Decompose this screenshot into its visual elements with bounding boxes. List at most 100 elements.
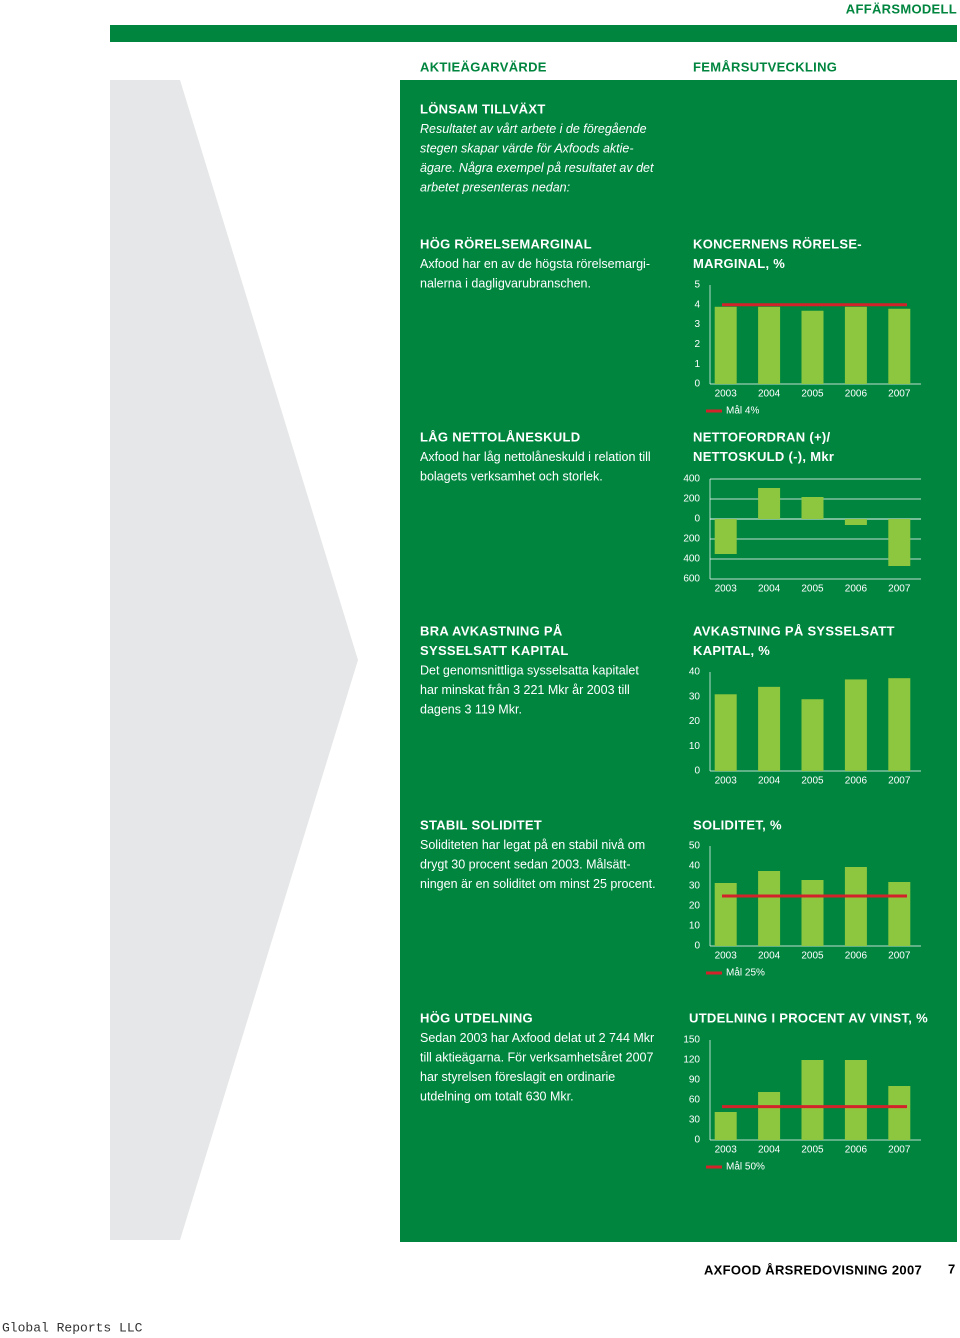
publication: AXFOOD ÅRSREDOVISNING 2007 [704,1262,922,1277]
x-tick-label: 2005 [801,584,824,595]
section-title: SYSSELSATT KAPITAL [420,643,569,658]
section-text: utdelning om totalt 630 Mkr. [420,1089,574,1103]
y-tick-label: 30 [689,691,701,702]
bar [888,678,911,771]
y-tick-label: 1 [694,359,700,370]
bar [888,882,911,946]
section-text: Resultatet av vårt arbete i de föregåend… [420,122,647,136]
legend-label: Mål 4% [726,405,759,417]
section-text: Sedan 2003 har Axfood delat ut 2 744 Mkr [420,1031,654,1045]
bar [844,519,867,525]
y-tick-label: 0 [694,514,700,525]
section-text: bolagets verksamhet och storlek. [420,469,603,483]
bar [801,699,824,771]
chart-title: KONCERNENS RÖRELSE- [693,236,862,251]
section-text: stegen skapar värde för Axfoods aktie- [420,141,634,155]
bar [714,694,737,771]
y-tick-label: 200 [683,534,700,545]
chart-title: NETTOFORDRAN (+)/ [693,429,830,444]
x-tick-label: 2003 [715,1145,738,1156]
section-text: dagens 3 119 Mkr. [420,702,522,716]
x-tick-label: 2007 [888,584,911,595]
x-tick-label: 2005 [801,1145,824,1156]
bar [844,306,867,384]
x-tick-label: 2006 [845,389,868,400]
right-heading: FEMÅRSUTVECKLING [693,59,837,74]
section-text: har styrelsen föreslagit en ordinarie [420,1070,615,1084]
bar [758,686,781,771]
section-title: HÖG UTDELNING [420,1010,533,1025]
bar [844,1060,867,1140]
bar [714,1112,737,1140]
x-tick-label: 2003 [715,389,738,400]
x-tick-label: 2007 [888,1145,911,1156]
bar [844,867,867,946]
bar [888,1086,911,1140]
y-tick-label: 30 [689,1115,701,1126]
section-text: Det genomsnittliga sysselsatta kapitalet [420,663,639,677]
section-text: ningen är en soliditet om minst 25 proce… [420,877,656,891]
green-panel [400,80,957,1242]
header-bar [110,25,957,42]
section-label: AFFÄRSMODELL [846,1,957,16]
x-tick-label: 2006 [845,1145,868,1156]
chart-title: MARGINAL, % [693,256,785,271]
y-tick-label: 0 [694,1135,700,1146]
section-text: har minskat från 3 221 Mkr år 2003 till [420,683,630,697]
bar [714,883,737,946]
x-tick-label: 2004 [758,951,781,962]
y-tick-label: 40 [689,861,701,872]
bar [801,497,824,519]
section-text: arbetet presenteras nedan: [420,180,570,194]
page-number: 7 [948,1261,956,1276]
legend-label: Mål 25% [726,967,765,979]
section-title: LÅG NETTOLÅNESKULD [420,429,580,444]
x-tick-label: 2006 [845,951,868,962]
section-title: BRA AVKASTNING PÅ [420,623,563,638]
y-tick-label: 0 [694,379,700,390]
left-heading: AKTIEÄGARVÄRDE [420,59,547,74]
x-tick-label: 2005 [801,389,824,400]
bar [888,519,911,566]
section-text: till aktieägarna. För verksamhetsåret 20… [420,1050,653,1064]
y-tick-label: 120 [683,1055,700,1066]
y-tick-label: 10 [689,921,701,932]
section-title: LÖNSAM TILLVÄXT [420,101,546,116]
x-tick-label: 2004 [758,1145,781,1156]
x-tick-label: 2003 [715,584,738,595]
bar [801,310,824,384]
section-text: Soliditeten har legat på en stabil nivå … [420,838,645,852]
x-tick-label: 2005 [801,776,824,787]
y-tick-label: 30 [689,881,701,892]
y-tick-label: 40 [689,667,701,678]
y-tick-label: 90 [689,1075,701,1086]
y-tick-label: 20 [689,901,701,912]
bar [714,306,737,384]
section-text: drygt 30 procent sedan 2003. Målsätt- [420,857,631,871]
x-tick-label: 2007 [888,776,911,787]
bar [888,308,911,384]
x-tick-label: 2004 [758,584,781,595]
chevron [110,80,358,1240]
bar [758,488,781,519]
x-tick-label: 2004 [758,776,781,787]
y-tick-label: 2 [694,339,700,350]
y-tick-label: 3 [694,319,700,330]
bar [801,880,824,946]
chart-title: NETTOSKULD (-), Mkr [693,449,834,464]
chart-title: KAPITAL, % [693,643,770,658]
y-tick-label: 5 [694,280,700,291]
chart-title: SOLIDITET, % [693,817,782,832]
x-tick-label: 2003 [715,951,738,962]
section-text: Axfood har låg nettolåneskuld i relation… [420,450,651,464]
x-tick-label: 2006 [845,584,868,595]
x-tick-label: 2007 [888,951,911,962]
x-tick-label: 2003 [715,776,738,787]
y-tick-label: 50 [689,841,701,852]
bar [714,519,737,554]
bar [758,1092,781,1140]
y-tick-label: 400 [683,474,700,485]
y-tick-label: 60 [689,1095,701,1106]
section-title: STABIL SOLIDITET [420,817,542,832]
